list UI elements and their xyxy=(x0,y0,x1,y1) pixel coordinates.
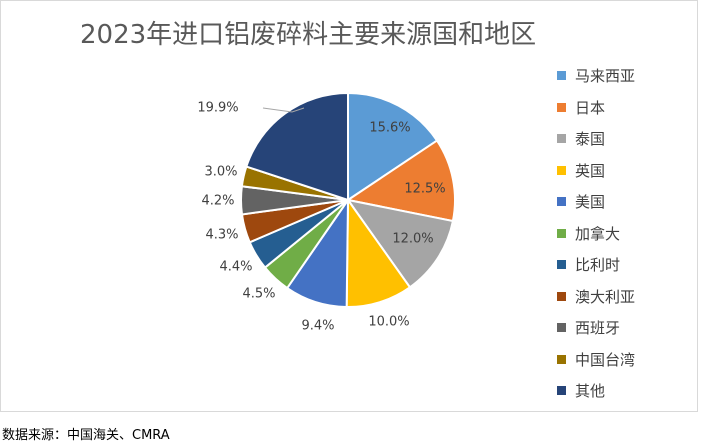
legend-swatch xyxy=(557,228,566,238)
legend-label: 西班牙 xyxy=(575,319,621,338)
legend-item: 马来西亚 xyxy=(557,60,687,92)
data-label-6: 4.5% xyxy=(242,287,275,302)
legend-swatch xyxy=(557,386,566,396)
legend-item: 比利时 xyxy=(557,249,687,281)
data-label-3: 12.0% xyxy=(392,232,433,247)
chart-title: 2023年进口铝废碎料主要来源国和地区 xyxy=(80,20,537,50)
legend-item: 其他 xyxy=(557,375,687,407)
legend-swatch xyxy=(557,71,566,81)
legend-label: 美国 xyxy=(575,193,606,212)
legend-item: 英国 xyxy=(557,155,687,187)
legend-label: 中国台湾 xyxy=(575,350,636,369)
pie-slice-3 xyxy=(345,198,455,289)
data-label-4: 10.0% xyxy=(368,315,409,330)
data-label-2: 12.5% xyxy=(404,182,445,197)
legend-swatch xyxy=(557,323,566,333)
legend-item: 美国 xyxy=(557,186,687,218)
legend-swatch xyxy=(557,165,566,175)
legend-label: 加拿大 xyxy=(575,224,621,243)
legend-label: 日本 xyxy=(575,98,606,117)
data-label-5: 9.4% xyxy=(301,319,334,334)
data-label-10: 3.0% xyxy=(204,165,237,180)
data-label-1: 15.6% xyxy=(369,121,410,136)
legend-label: 比利时 xyxy=(575,256,621,275)
legend-item: 中国台湾 xyxy=(557,344,687,376)
legend-swatch xyxy=(557,102,566,112)
legend-swatch xyxy=(557,354,566,364)
data-label-9: 4.2% xyxy=(201,194,234,209)
legend-item: 泰国 xyxy=(557,123,687,155)
legend-swatch xyxy=(557,197,566,207)
pie-slice-1 xyxy=(347,91,439,202)
pie-slice-11 xyxy=(245,91,349,202)
legend-item: 日本 xyxy=(557,92,687,124)
legend-label: 泰国 xyxy=(575,130,606,149)
legend-label: 马来西亚 xyxy=(575,67,636,86)
pie-chart: 15.6% 12.5% 12.0% 10.0% 9.4% 4.5% 4.4% 4.3% 4.2%… xyxy=(197,91,456,334)
legend-item: 加拿大 xyxy=(557,218,687,250)
legend-label: 其他 xyxy=(575,382,606,401)
legend-item: 澳大利亚 xyxy=(557,281,687,313)
pie-slice-2 xyxy=(345,139,456,223)
legend-swatch xyxy=(557,260,566,270)
legend-label: 英国 xyxy=(575,161,606,180)
legend-item: 西班牙 xyxy=(557,312,687,344)
data-label-11: 19.9% xyxy=(197,101,238,116)
legend-swatch xyxy=(557,291,566,301)
data-label-7: 4.4% xyxy=(219,260,252,275)
data-label-8: 4.3% xyxy=(205,228,238,243)
chart-legend: 马来西亚日本泰国英国美国加拿大比利时澳大利亚西班牙中国台湾其他 xyxy=(557,60,687,407)
legend-swatch xyxy=(557,134,566,144)
source-note: 数据来源：中国海关、CMRA xyxy=(2,428,170,443)
legend-label: 澳大利亚 xyxy=(575,287,636,306)
leader-line xyxy=(262,107,305,113)
